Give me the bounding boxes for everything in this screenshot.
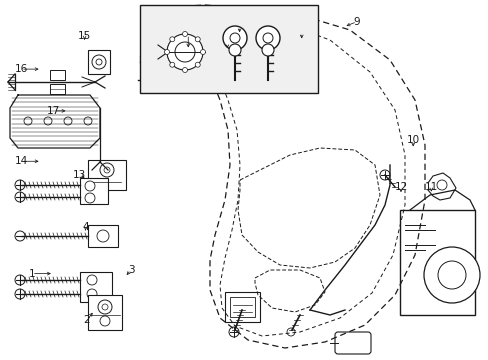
Circle shape <box>182 68 187 72</box>
Text: 13: 13 <box>73 170 86 180</box>
Text: 17: 17 <box>47 106 61 116</box>
Text: 11: 11 <box>424 182 437 192</box>
Circle shape <box>85 193 95 203</box>
Circle shape <box>15 231 25 241</box>
Circle shape <box>15 192 25 202</box>
Circle shape <box>24 117 32 125</box>
Circle shape <box>64 117 72 125</box>
Circle shape <box>104 167 110 173</box>
Circle shape <box>87 289 97 299</box>
Circle shape <box>228 44 241 56</box>
Text: 12: 12 <box>393 182 407 192</box>
Circle shape <box>195 62 200 67</box>
Text: 16: 16 <box>14 64 28 74</box>
Bar <box>224 292 260 322</box>
Text: 6: 6 <box>236 21 243 31</box>
Text: 10: 10 <box>406 135 419 145</box>
Bar <box>399 210 474 315</box>
Circle shape <box>97 230 109 242</box>
Circle shape <box>195 37 200 42</box>
Bar <box>88 295 122 330</box>
Text: 9: 9 <box>353 17 360 27</box>
Text: 3: 3 <box>127 265 134 275</box>
Circle shape <box>100 163 114 177</box>
Bar <box>229 297 254 317</box>
Circle shape <box>85 181 95 191</box>
Circle shape <box>167 34 203 70</box>
Circle shape <box>98 300 112 314</box>
Bar <box>80 178 108 204</box>
Circle shape <box>263 33 272 43</box>
Circle shape <box>44 117 52 125</box>
Circle shape <box>169 62 174 67</box>
Bar <box>88 225 118 247</box>
Circle shape <box>379 170 389 180</box>
Circle shape <box>84 117 92 125</box>
Bar <box>88 50 110 74</box>
Circle shape <box>182 31 187 36</box>
Circle shape <box>437 261 465 289</box>
Text: 7: 7 <box>298 27 305 37</box>
Bar <box>88 160 126 190</box>
Text: 15: 15 <box>78 31 91 41</box>
Text: 14: 14 <box>14 156 28 166</box>
Circle shape <box>169 37 174 42</box>
Circle shape <box>102 304 108 310</box>
Bar <box>50 84 65 94</box>
Circle shape <box>256 26 280 50</box>
Circle shape <box>423 247 479 303</box>
Bar <box>140 5 317 93</box>
Text: 2: 2 <box>83 315 90 325</box>
Circle shape <box>87 275 97 285</box>
Circle shape <box>228 327 239 337</box>
Circle shape <box>175 42 195 62</box>
Bar <box>80 272 112 302</box>
Text: 8: 8 <box>224 38 230 48</box>
Circle shape <box>96 59 102 65</box>
Circle shape <box>223 26 246 50</box>
Circle shape <box>100 316 110 326</box>
Circle shape <box>15 180 25 190</box>
Text: 1: 1 <box>28 269 35 279</box>
Circle shape <box>92 55 106 69</box>
Circle shape <box>286 328 294 336</box>
Bar <box>50 70 65 80</box>
Circle shape <box>262 44 273 56</box>
Text: 4: 4 <box>82 222 89 232</box>
Circle shape <box>164 49 169 54</box>
Text: 5: 5 <box>184 29 191 39</box>
Circle shape <box>15 289 25 299</box>
Circle shape <box>200 49 205 54</box>
Circle shape <box>436 180 446 190</box>
FancyBboxPatch shape <box>334 332 370 354</box>
Circle shape <box>229 33 240 43</box>
Circle shape <box>15 275 25 285</box>
